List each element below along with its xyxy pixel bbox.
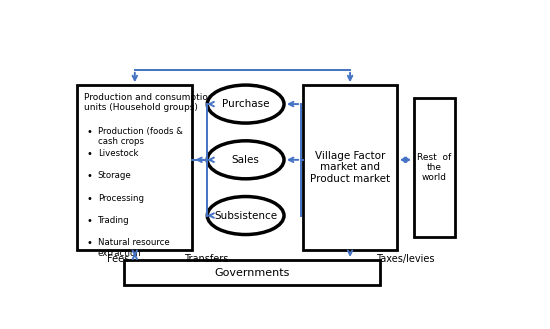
Text: Sales: Sales	[232, 155, 260, 165]
Text: •: •	[87, 238, 92, 248]
Text: Rest  of
the
world: Rest of the world	[417, 153, 452, 182]
Text: Transfers: Transfers	[184, 254, 228, 264]
Text: Subsistence: Subsistence	[214, 211, 277, 220]
Text: •: •	[87, 194, 92, 204]
Text: Village Factor
market and
Product market: Village Factor market and Product market	[310, 151, 390, 184]
Text: •: •	[87, 149, 92, 159]
FancyBboxPatch shape	[124, 260, 380, 285]
Text: Production (foods &
cash crops: Production (foods & cash crops	[98, 127, 183, 146]
FancyBboxPatch shape	[414, 98, 454, 237]
Text: •: •	[87, 171, 92, 182]
Text: Governments: Governments	[214, 267, 290, 278]
Ellipse shape	[207, 85, 284, 123]
Text: Fees: Fees	[107, 254, 129, 264]
Text: Storage: Storage	[98, 171, 131, 181]
Text: Taxes/levies: Taxes/levies	[376, 254, 434, 264]
Text: Natural resource
extraction: Natural resource extraction	[98, 238, 169, 258]
Text: •: •	[87, 216, 92, 226]
Text: Trading: Trading	[98, 216, 129, 225]
Text: Production and consumption
units (Household groups): Production and consumption units (Househ…	[84, 93, 213, 112]
Text: Purchase: Purchase	[222, 99, 270, 109]
Text: Processing: Processing	[98, 194, 144, 203]
Text: Livestock: Livestock	[98, 149, 138, 158]
FancyBboxPatch shape	[303, 85, 397, 250]
Text: •: •	[87, 127, 92, 137]
Ellipse shape	[207, 196, 284, 235]
Ellipse shape	[207, 141, 284, 179]
FancyBboxPatch shape	[77, 85, 192, 250]
